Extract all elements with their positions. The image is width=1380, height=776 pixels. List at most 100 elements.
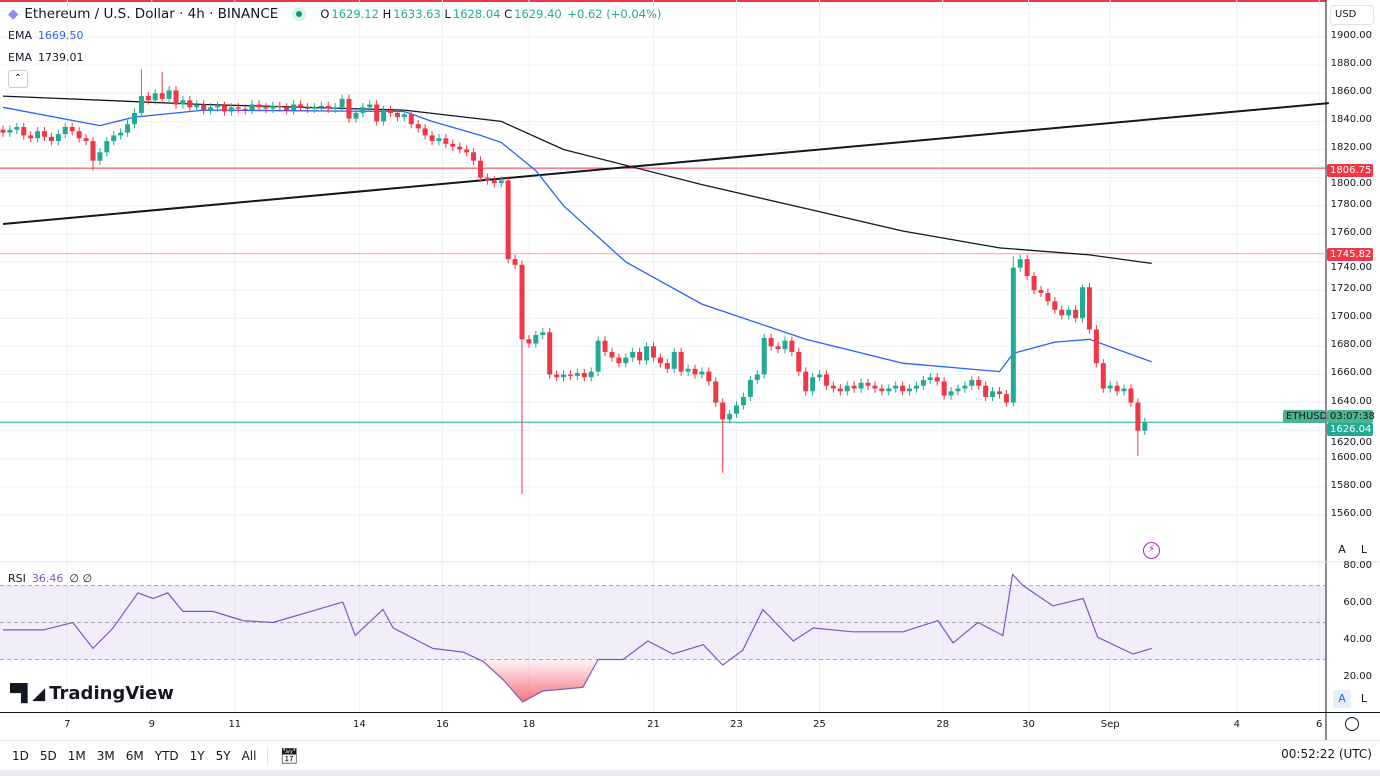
rsi-axis-label: 20.00 [1343,671,1372,682]
price-axis-label: 1640.00 [1330,395,1372,407]
currency-selector[interactable]: USD [1330,5,1374,25]
time-axis-settings-icon[interactable] [1345,717,1359,731]
time-axis-label: 23 [730,719,743,730]
ema-fast-legend[interactable]: EMA 1669.50 [8,29,83,42]
time-axis-label: 6 [1315,719,1323,730]
candle-body [208,107,214,111]
candle-body [1080,287,1086,319]
symbol-legend: ◆ Ethereum / U.S. Dollar · 4h · BINANCE … [8,6,661,22]
candle-body [865,382,871,386]
candle-body [14,126,20,130]
rsi-log-scale-button[interactable]: L [1360,692,1368,705]
candle-body [561,374,567,378]
candle-body [858,382,864,389]
candle-body [166,90,172,99]
candle-body [291,104,297,111]
candle-body [194,104,200,108]
candle-body [450,143,456,147]
candle-body [7,129,13,133]
utc-clock[interactable]: 00:52:22 (UTC) [1281,747,1372,761]
candle-body [554,374,560,378]
price-axis-label: 1840.00 [1330,114,1372,126]
candle-body [754,374,760,381]
ema-slow-label: EMA [8,51,32,64]
rsi-line [3,573,1152,703]
range-button-1d[interactable]: 1D [12,748,29,763]
candle-body [125,124,131,133]
candle-body [388,110,394,113]
candle-body [727,413,733,420]
candle-body [83,138,89,142]
alert-lightning-icon[interactable]: ⚡ [1143,542,1160,559]
candle-body [934,377,940,382]
range-button-all[interactable]: All [241,748,257,763]
candle-body [374,104,380,122]
rsi-axis-label: 60.00 [1343,597,1372,608]
candle-body [242,108,248,111]
range-button-3m[interactable]: 3M [96,748,115,763]
time-axis-label: 4 [1233,719,1241,730]
price-axis-label: 1600.00 [1330,451,1372,463]
date-range-calendar-icon[interactable]: 📅︎ [279,746,299,765]
candle-body [325,105,331,109]
candle-body [1073,309,1079,319]
range-button-5y[interactable]: 5Y [215,748,231,763]
candle-body [574,373,580,376]
collapse-legend-button[interactable]: ⌃ [8,70,28,88]
candle-body [630,351,636,358]
candle-body [415,124,421,129]
rsi-value: 36.46 [31,572,64,585]
log-scale-button[interactable]: L [1360,543,1368,556]
candle-body [595,340,601,372]
price-chart[interactable] [0,0,1380,740]
ema-slow-legend[interactable]: EMA 1739.01 [8,51,83,64]
rsi-label: RSI [8,572,26,585]
range-button-1y[interactable]: 1Y [189,748,205,763]
candle-body [657,357,663,364]
candle-body [339,98,345,108]
candle-body [457,146,463,150]
candle-body [332,107,338,109]
candle-body [28,135,34,139]
symbol-title[interactable]: Ethereum / U.S. Dollar · 4h · BINANCE [24,6,279,22]
range-button-ytd[interactable]: YTD [154,748,179,763]
candle-body [602,340,608,352]
candle-body [284,107,290,111]
price-axis-label: 1620.00 [1330,437,1372,448]
candle-body [581,373,587,378]
rsi-auto-scale-button[interactable]: A [1333,690,1351,708]
candle-body [768,337,774,347]
candle-body [540,332,546,336]
ethereum-icon: ◆ [8,6,19,22]
candle-body [353,112,359,119]
candle-body [671,351,677,369]
candle-body [263,107,269,109]
range-button-1m[interactable]: 1M [67,748,86,763]
price-axis-label: 1820.00 [1330,142,1372,154]
price-axis-label: 1740.00 [1330,262,1372,273]
candle-body [201,104,207,111]
candle-body [900,385,906,392]
time-axis-label: 16 [436,719,449,730]
candle-body [976,380,982,386]
auto-scale-button[interactable]: A [1338,543,1346,556]
candle-body [851,385,857,389]
ema-fast-line [2,106,1152,373]
range-button-5d[interactable]: 5D [39,748,57,763]
tradingview-logo[interactable]: ▀▌◢ TradingView [10,683,174,704]
symbol-tag: ETHUSD [1283,410,1327,423]
open-label: O [320,7,330,21]
price-axis-label: 1800.00 [1330,178,1372,189]
range-button-6m[interactable]: 6M [125,748,144,763]
candle-body [844,385,850,392]
candle-body [1142,422,1148,431]
high-value: 1633.63 [393,7,441,21]
candle-body [498,180,504,184]
candle-body [948,391,954,396]
candle-body [893,385,899,389]
price-axis-label: 1900.00 [1330,30,1372,41]
rsi-legend[interactable]: RSI 36.46 ∅ ∅ [8,572,92,585]
candle-body [547,332,553,375]
candle-body [810,377,816,392]
candle-body [304,107,310,109]
